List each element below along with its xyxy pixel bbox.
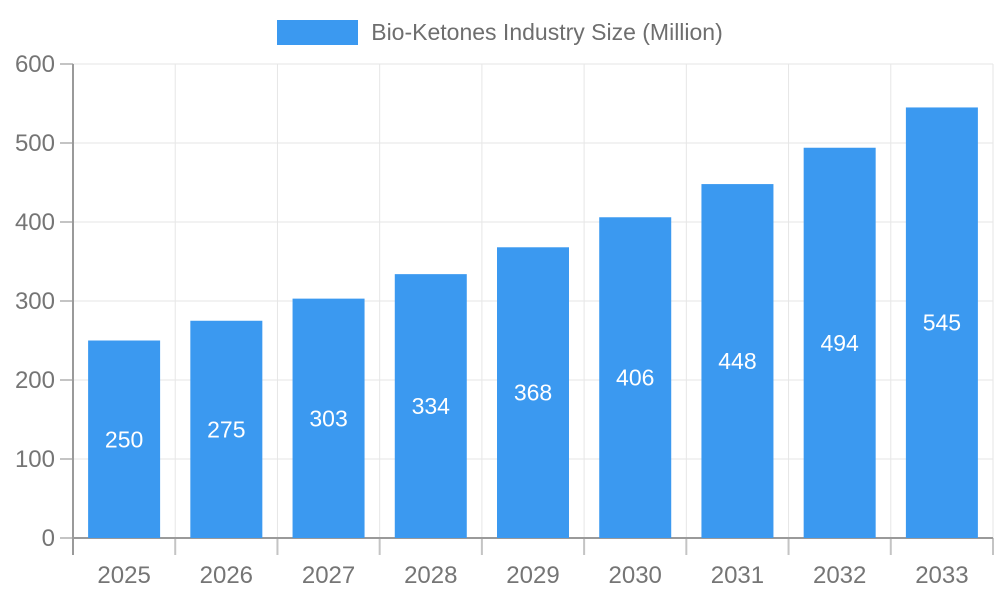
x-axis-tick-label: 2032	[813, 562, 866, 589]
legend[interactable]: Bio-Ketones Industry Size (Million)	[0, 20, 1000, 45]
bar[interactable]	[905, 107, 978, 538]
y-axis-tick-label: 0	[42, 525, 55, 552]
y-axis-tick-label: 100	[15, 446, 55, 473]
x-axis-tick-label: 2028	[404, 562, 457, 589]
x-axis-tick-label: 2026	[200, 562, 253, 589]
bar[interactable]	[701, 184, 774, 538]
bar[interactable]	[497, 247, 569, 538]
x-axis-tick-label: 2033	[915, 562, 968, 589]
y-axis-tick-label: 600	[15, 51, 55, 78]
bar-value-label: 275	[207, 416, 245, 442]
bar[interactable]	[190, 320, 263, 538]
bar[interactable]	[394, 274, 467, 538]
legend-swatch	[277, 20, 359, 45]
y-axis-tick-label: 500	[15, 130, 55, 157]
bar[interactable]	[88, 340, 161, 539]
bar-value-label: 303	[309, 405, 347, 431]
bar-value-label: 250	[105, 426, 143, 452]
x-axis-tick-label: 2031	[711, 562, 764, 589]
y-axis-tick-label: 300	[15, 288, 55, 315]
bar[interactable]	[803, 147, 876, 539]
legend-label: Bio-Ketones Industry Size (Million)	[371, 19, 723, 45]
bar-value-label: 406	[616, 365, 654, 391]
bar-value-label: 448	[718, 348, 756, 374]
bar[interactable]	[599, 217, 672, 538]
x-axis-tick-label: 2025	[97, 562, 150, 589]
x-axis-tick-label: 2027	[302, 562, 355, 589]
bar[interactable]	[292, 298, 365, 538]
bar-value-label: 334	[412, 393, 451, 419]
y-axis-tick-label: 200	[15, 367, 55, 394]
bar-value-label: 545	[923, 310, 961, 336]
bar-value-label: 494	[820, 330, 859, 356]
x-axis-tick-label: 2029	[506, 562, 559, 589]
y-axis-tick-label: 400	[15, 209, 55, 236]
x-axis-tick-label: 2030	[609, 562, 662, 589]
bar-value-label: 368	[514, 380, 552, 406]
